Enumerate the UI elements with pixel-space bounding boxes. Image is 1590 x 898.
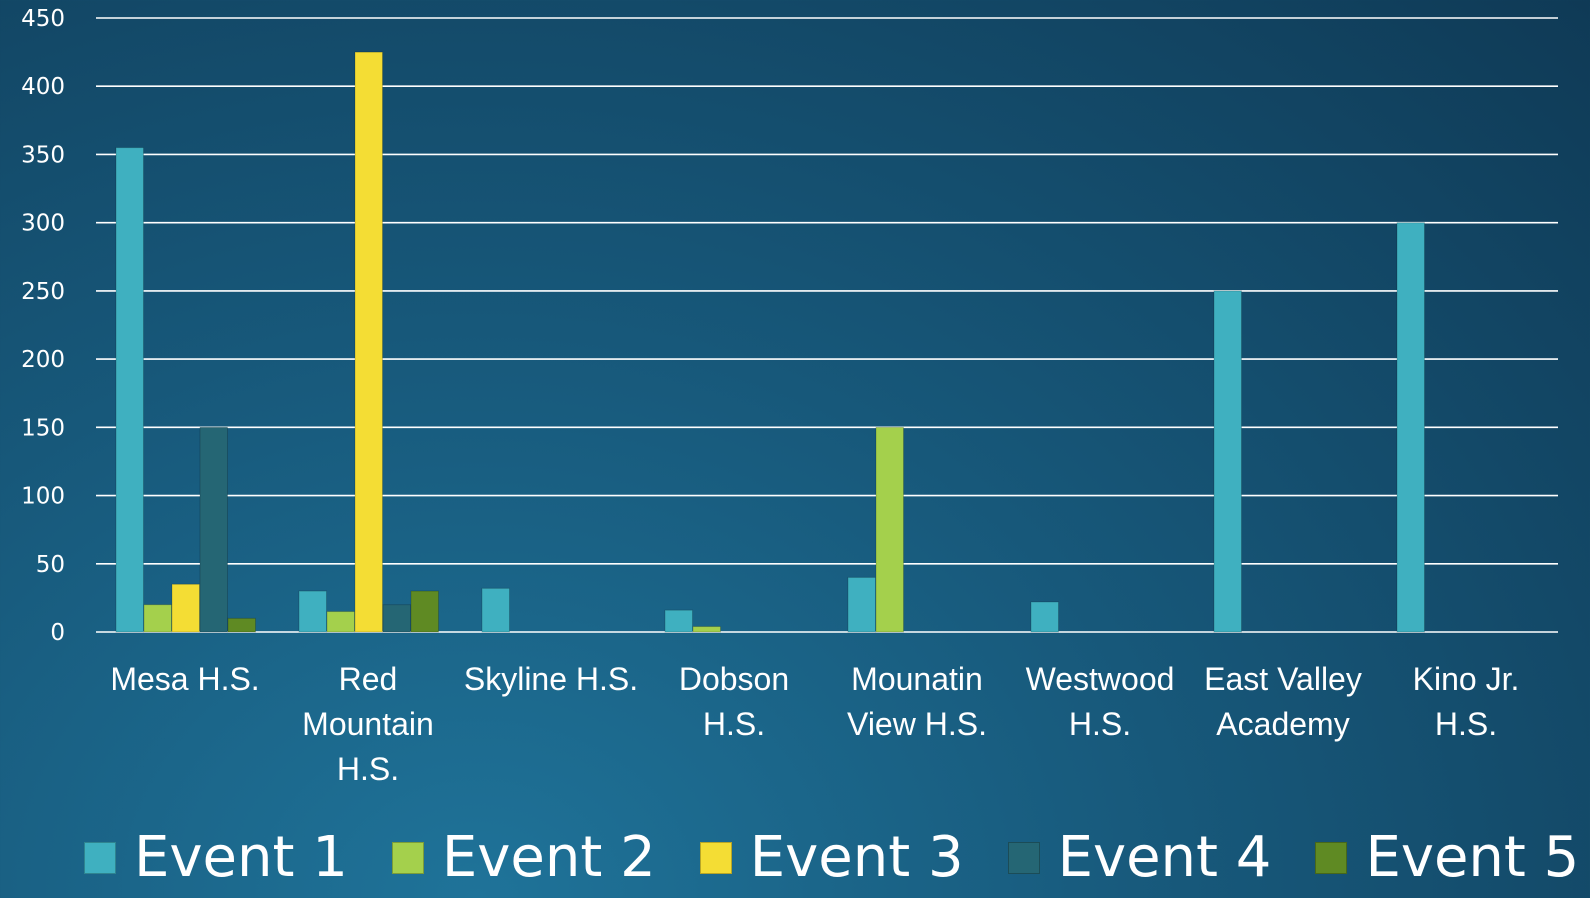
x-category-label-line: Mounatin (851, 661, 983, 697)
x-category-label-line: Kino Jr. (1413, 661, 1520, 697)
x-category-label-line: H.S. (1069, 706, 1131, 742)
x-category-label: Mesa H.S. (110, 661, 259, 697)
legend-label: Event 4 (1057, 825, 1272, 890)
legend-item: Event 2 (391, 825, 656, 890)
x-category-label: Mounatin View H.S. (847, 661, 987, 742)
y-axis-ticks: 0 50 100 150 200 250 300 350 400 450 (21, 6, 65, 646)
x-category-label-line: East Valley (1204, 661, 1362, 697)
bar (143, 604, 172, 633)
x-category-label-line: Academy (1216, 706, 1349, 742)
x-axis-category-labels: Mesa H.S. Red Mountain H.S. Skyline H.S. Dobs… (110, 661, 1519, 787)
chart-legend: Event 1 Event 2 Event 3 Event 4 Event 5 (84, 818, 1590, 898)
bar (115, 147, 144, 633)
bar (354, 51, 383, 633)
legend-label: Event 3 (749, 825, 964, 890)
bar (382, 604, 411, 633)
legend-label: Event 2 (441, 825, 656, 890)
y-tick-label: 200 (21, 347, 65, 373)
x-category-label-line: View H.S. (847, 706, 987, 742)
bar (481, 587, 510, 633)
x-category-label: Dobson H.S. (679, 661, 789, 742)
x-category-label-line: Skyline H.S. (464, 661, 638, 697)
bar (847, 576, 876, 633)
legend-item: Event 4 (1007, 825, 1272, 890)
legend-label: Event 1 (134, 825, 348, 890)
y-tick-label: 50 (36, 552, 65, 578)
bar (410, 590, 439, 633)
x-category-label-line: H.S. (1435, 706, 1497, 742)
bar (326, 611, 355, 633)
x-category-label-line: H.S. (703, 706, 765, 742)
legend-item: Event 5 (1315, 830, 1579, 886)
bar (875, 426, 904, 633)
bar (1396, 222, 1425, 633)
bars (115, 51, 1425, 633)
y-tick-label: 400 (21, 74, 65, 100)
x-category-label-line: Westwood (1026, 661, 1175, 697)
y-tick-label: 100 (21, 484, 65, 510)
x-category-label-line: Mountain (302, 706, 434, 742)
bar (664, 609, 693, 633)
legend-swatch (391, 842, 424, 874)
x-category-label-line: Red (339, 661, 398, 697)
x-category-label-line: H.S. (337, 751, 399, 787)
bar (298, 590, 327, 633)
x-category-label: Westwood H.S. (1026, 661, 1175, 742)
bar (199, 426, 228, 633)
y-tick-label: 150 (21, 415, 65, 441)
x-category-label: Red Mountain H.S. (302, 661, 434, 787)
legend-swatch (1315, 842, 1348, 874)
y-tick-label: 350 (21, 142, 65, 168)
bar (171, 583, 200, 633)
bar (692, 626, 721, 633)
x-category-label: Skyline H.S. (464, 661, 638, 697)
x-category-label-line: Mesa H.S. (110, 661, 259, 697)
legend-label: Event 5 (1365, 825, 1580, 890)
bar (1213, 290, 1242, 633)
y-tick-label: 250 (21, 279, 65, 305)
y-tick-label: 300 (21, 211, 65, 237)
x-category-label-line: Dobson (679, 661, 789, 697)
legend-item: Event 1 (84, 830, 348, 886)
legend-swatch (84, 842, 116, 874)
bar (1030, 601, 1059, 633)
bar (227, 617, 256, 633)
legend-swatch (1007, 842, 1040, 874)
x-category-label: Kino Jr. H.S. (1413, 661, 1520, 742)
y-tick-label: 0 (50, 620, 65, 646)
y-tick-label: 450 (21, 6, 65, 32)
legend-item: Event 3 (699, 825, 964, 890)
legend-swatch (699, 842, 732, 874)
gridlines (96, 17, 1558, 633)
x-category-label: East Valley Academy (1204, 661, 1362, 742)
